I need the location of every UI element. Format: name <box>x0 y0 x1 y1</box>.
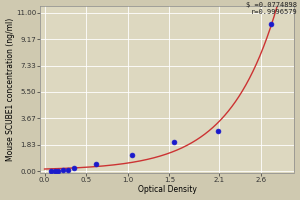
Point <box>61 169 65 172</box>
Point <box>269 23 274 26</box>
Point <box>130 154 134 157</box>
Point <box>65 168 70 171</box>
Text: $ =0.0774898
r=0.9996579: $ =0.0774898 r=0.9996579 <box>246 2 297 15</box>
Point <box>215 130 220 133</box>
X-axis label: Optical Density: Optical Density <box>138 185 197 194</box>
Y-axis label: Mouse SCUBE1 concentration (ng/ml): Mouse SCUBE1 concentration (ng/ml) <box>6 17 15 161</box>
Point <box>94 163 99 166</box>
Point <box>56 169 60 173</box>
Point <box>171 141 176 144</box>
Point <box>52 169 57 173</box>
Point <box>71 167 76 170</box>
Point <box>49 169 54 173</box>
